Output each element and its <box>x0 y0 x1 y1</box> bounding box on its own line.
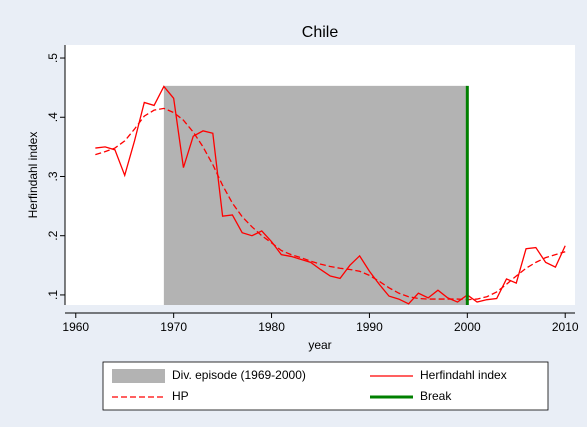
legend-swatch <box>112 369 165 383</box>
x-axis-label: year <box>308 338 331 352</box>
legend <box>102 361 549 411</box>
y-tick-label: .5 <box>46 53 60 63</box>
legend-label: Div. episode (1969-2000) <box>172 368 306 382</box>
x-tick-label: 1980 <box>258 320 285 334</box>
y-axis-label: Herfindahl index <box>26 132 40 219</box>
shaded-episode <box>163 85 468 305</box>
y-tick-label: .4 <box>46 112 60 122</box>
y-tick-label: .3 <box>46 171 60 181</box>
y-tick-label: .1 <box>46 290 60 300</box>
legend-label: HP <box>172 389 189 403</box>
x-tick-label: 2010 <box>552 320 579 334</box>
legend-label: Herfindahl index <box>420 368 507 382</box>
x-tick-label: 1960 <box>62 320 89 334</box>
chart-title: Chile <box>302 24 339 41</box>
x-tick-label: 1990 <box>356 320 383 334</box>
series-line <box>95 85 566 305</box>
x-tick-label: 1970 <box>160 320 187 334</box>
legend-label: Break <box>420 389 452 403</box>
x-tick-label: 2000 <box>454 320 481 334</box>
y-tick-label: .2 <box>46 230 60 240</box>
series-line <box>95 107 566 301</box>
